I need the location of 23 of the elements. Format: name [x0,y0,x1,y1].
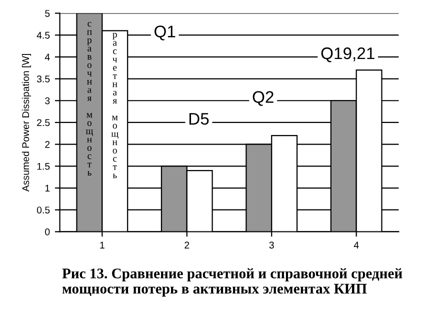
annotation: Q1 [154,26,176,40]
annotation: D5 [189,113,209,125]
x-tick-label: 3 [269,242,274,249]
y-axis-title: Assumed Power Dissipation [W] [22,54,32,192]
y-tick-label: 4 [44,54,50,60]
x-tick-label: 2 [184,242,190,248]
y-tick-label: 2.5 [37,119,50,126]
annotation: Q2 [252,91,274,106]
y-tick-label: 0.5 [36,206,50,214]
y-tick-label: 1 [45,184,50,192]
text: расчетная мощность [111,32,118,178]
text: справочная мощность [86,22,93,176]
annotation: Q19,21 [321,47,374,62]
text: Рис 13. Сравнение расчетной и справочной средней мощности потерь в активных элементах КИП [62,268,402,297]
y-tick-label: 1.5 [37,162,50,170]
y-tick-label: 4.5 [36,32,50,39]
y-tick-label: 2 [45,141,50,148]
y-tick-label: 0 [45,228,50,236]
y-tick-label: 3 [45,97,50,104]
y-tick-label: 3.5 [36,76,50,82]
x-tick-label: 1 [100,242,104,248]
x-tick-label: 4 [354,242,359,248]
y-tick-label: 5 [45,10,50,17]
